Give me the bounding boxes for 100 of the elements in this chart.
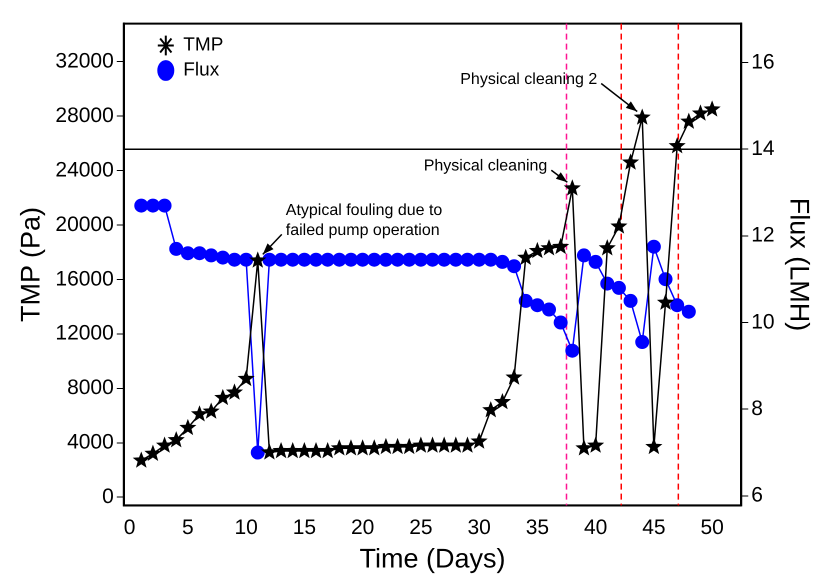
point — [239, 252, 254, 267]
point — [682, 304, 696, 319]
point — [565, 344, 580, 358]
x-tick-label: 5 — [182, 516, 194, 539]
point — [437, 252, 452, 267]
point — [297, 252, 312, 267]
point — [646, 240, 661, 254]
point — [180, 246, 195, 260]
point — [507, 259, 522, 274]
x-tick-label: 10 — [234, 516, 258, 539]
point — [624, 294, 638, 308]
point — [132, 451, 150, 468]
point — [612, 280, 626, 295]
y-tick-label: 16000 — [55, 267, 114, 290]
point — [250, 446, 265, 460]
point — [214, 388, 232, 406]
annotation: Physical cleaning — [424, 158, 548, 175]
point — [530, 298, 544, 312]
point — [414, 252, 428, 267]
point — [635, 335, 650, 350]
point — [426, 252, 440, 267]
point — [552, 238, 570, 254]
point — [656, 294, 674, 310]
y-tick-label: 0 — [102, 485, 114, 508]
point — [528, 242, 546, 258]
y-tick-label: 20000 — [55, 212, 114, 236]
y2-tick-label: 14 — [751, 137, 775, 160]
point — [458, 436, 476, 453]
x-tick-label: 45 — [642, 516, 666, 539]
point — [472, 252, 486, 267]
point — [470, 432, 488, 449]
point — [192, 246, 207, 260]
y-tick-label: 8000 — [67, 376, 114, 400]
point — [506, 368, 523, 385]
y-tick-label: 4000 — [67, 430, 114, 454]
point — [704, 100, 721, 117]
x-axis-title: Time (Days) — [360, 543, 506, 574]
point — [575, 439, 593, 456]
point — [249, 251, 266, 268]
point — [622, 153, 640, 170]
point — [402, 252, 416, 267]
point — [367, 252, 382, 267]
legend-label: TMP — [183, 34, 224, 56]
point — [168, 431, 185, 448]
point — [517, 248, 534, 265]
y-tick-label: 32000 — [55, 50, 114, 73]
x-tick-label: 35 — [526, 516, 550, 539]
point — [670, 298, 684, 312]
point — [378, 252, 393, 267]
point — [587, 436, 604, 453]
y2-tick-label: 6 — [751, 484, 763, 507]
point — [179, 418, 196, 436]
point — [260, 443, 278, 460]
point — [576, 248, 591, 262]
y-tick-label: 28000 — [55, 104, 114, 127]
y-axis-title: TMP (Pa) — [16, 206, 46, 322]
annotation: Atypical fouling due to failed pump operation — [286, 202, 442, 239]
point — [354, 439, 372, 456]
point — [668, 137, 686, 154]
point — [204, 248, 218, 262]
point — [554, 316, 568, 330]
point — [134, 198, 148, 213]
point — [412, 436, 430, 453]
point — [610, 217, 628, 234]
legend-label: Flux — [183, 60, 220, 81]
point — [356, 252, 370, 267]
x-tick-label: 50 — [700, 516, 724, 539]
point — [366, 439, 383, 456]
point — [169, 242, 184, 256]
x-tick-label: 0 — [124, 516, 136, 539]
point — [144, 444, 162, 461]
y-tick-label: 24000 — [55, 158, 114, 182]
point — [436, 436, 453, 453]
point — [564, 179, 581, 196]
point — [216, 250, 230, 265]
point — [238, 370, 255, 386]
annotation: Physical cleaning 2 — [460, 70, 598, 88]
point — [494, 392, 511, 410]
point — [344, 252, 358, 267]
point — [447, 436, 464, 453]
y2-axis-title: Flux (LMH) — [784, 198, 814, 332]
point — [190, 405, 208, 422]
x-tick-label: 30 — [467, 516, 491, 539]
point — [588, 254, 603, 269]
point — [309, 252, 324, 267]
point — [598, 239, 616, 256]
point — [634, 108, 651, 125]
point — [227, 252, 242, 267]
point — [156, 436, 174, 453]
point — [484, 252, 498, 267]
y2-tick-label: 8 — [751, 397, 763, 420]
point — [482, 401, 500, 418]
point — [320, 252, 335, 267]
y2-tick-label: 10 — [751, 310, 775, 334]
point — [146, 198, 160, 213]
x-tick-label: 25 — [409, 516, 433, 539]
point — [448, 252, 463, 267]
point — [692, 104, 710, 121]
point — [332, 252, 346, 267]
x-tick-label: 40 — [584, 516, 608, 539]
